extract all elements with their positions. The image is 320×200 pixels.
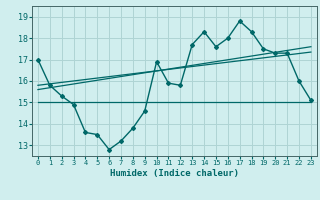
X-axis label: Humidex (Indice chaleur): Humidex (Indice chaleur) <box>110 169 239 178</box>
